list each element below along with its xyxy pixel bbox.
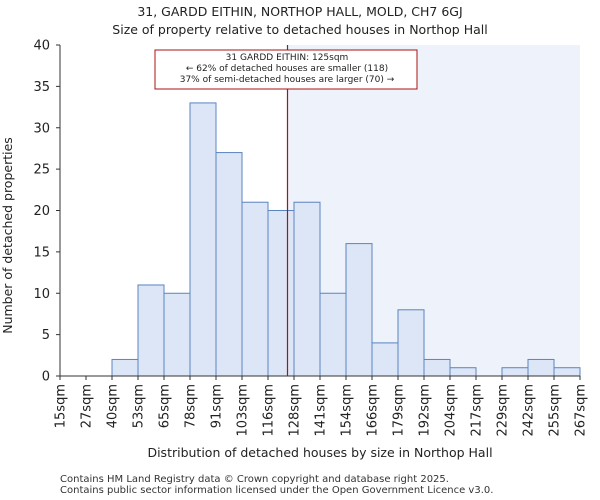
x-tick-label: 27sqm (80, 384, 95, 428)
chart-title: 31, GARDD EITHIN, NORTHOP HALL, MOLD, CH… (137, 4, 463, 19)
x-tick-label: 78sqm (184, 384, 199, 428)
bar-154sqm (345, 243, 373, 377)
x-axis-title: Distribution of detached houses by size … (147, 445, 492, 460)
x-tick-label: 229sqm (496, 384, 511, 437)
bar-103sqm (241, 201, 269, 377)
x-tick-label: 192sqm (418, 384, 433, 437)
bar-179sqm (397, 309, 425, 377)
y-axis-title: Number of detached properties (0, 137, 15, 334)
bar-242sqm (527, 358, 555, 377)
x-tick-label: 141sqm (314, 384, 329, 437)
y-tick-label: 40 (33, 39, 50, 54)
bar-255sqm (553, 367, 581, 377)
bar-128sqm (293, 201, 321, 377)
y-tick-label: 25 (33, 163, 50, 178)
bar-192sqm (423, 358, 451, 377)
x-tick-label: 65sqm (158, 384, 173, 428)
chart-subtitle: Size of property relative to detached ho… (112, 22, 488, 37)
y-tick-label: 20 (33, 204, 50, 219)
x-tick-label: 255sqm (548, 384, 563, 437)
x-tick-label: 242sqm (522, 384, 537, 437)
bar-53sqm (137, 284, 165, 377)
x-tick-label: 179sqm (392, 384, 407, 437)
x-tick-label: 103sqm (236, 384, 251, 437)
bar-116sqm (267, 210, 295, 377)
y-tick-label: 30 (33, 121, 50, 136)
x-tick-label: 116sqm (262, 384, 277, 437)
bar-65sqm (163, 292, 191, 377)
x-tick-label: 166sqm (366, 384, 381, 437)
footer-line-2: Contains public sector information licen… (60, 485, 494, 496)
x-tick-label: 91sqm (210, 384, 225, 428)
y-tick-label: 15 (33, 245, 50, 260)
x-tick-label: 40sqm (106, 384, 121, 428)
x-tick-label: 154sqm (340, 384, 355, 437)
x-tick-label: 53sqm (132, 384, 147, 428)
x-tick-label: 15sqm (54, 384, 69, 428)
y-tick-label: 5 (42, 328, 50, 343)
bar-40sqm (111, 358, 139, 377)
footer-line-1: Contains HM Land Registry data © Crown c… (60, 474, 449, 485)
bar-166sqm (371, 342, 399, 377)
bar-204sqm (449, 367, 477, 377)
bar-78sqm (189, 102, 217, 377)
annotation-line-2: ← 62% of detached houses are smaller (11… (185, 64, 389, 74)
annotation-line-3: 37% of semi-detached houses are larger (… (179, 75, 395, 85)
bar-91sqm (215, 152, 243, 377)
y-tick-label: 0 (42, 370, 50, 385)
x-tick-label: 217sqm (470, 384, 485, 437)
x-tick-label: 204sqm (444, 384, 459, 437)
annotation-line-1: 31 GARDD EITHIN: 125sqm (225, 53, 349, 63)
y-tick-label: 35 (33, 80, 50, 95)
x-tick-label: 128sqm (288, 384, 303, 437)
x-tick-label: 267sqm (574, 384, 589, 437)
bar-229sqm (501, 367, 529, 377)
annotation-box (154, 49, 418, 90)
bar-141sqm (319, 292, 347, 377)
y-tick-label: 10 (33, 287, 50, 302)
